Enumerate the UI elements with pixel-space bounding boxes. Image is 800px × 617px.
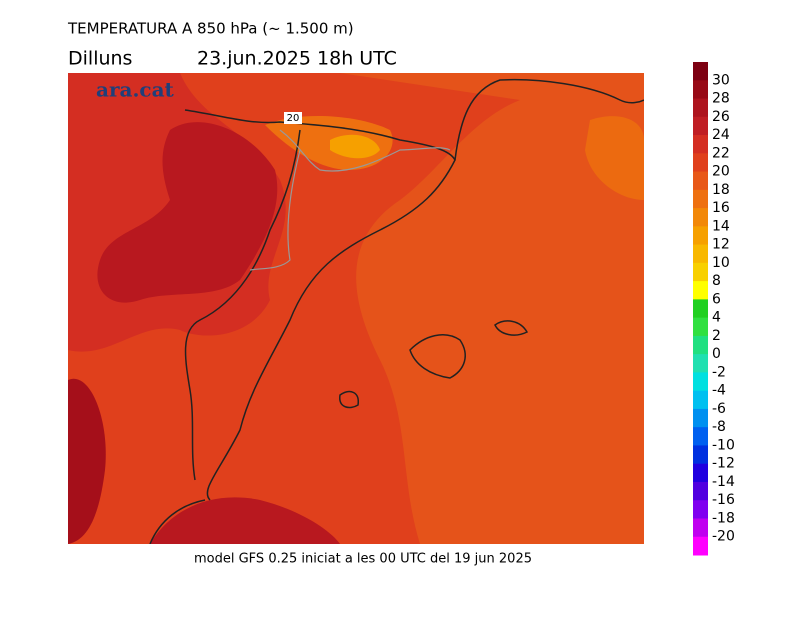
colorbar-label: -2 (712, 364, 726, 380)
color-swatch (693, 335, 708, 355)
colorbar-label: -10 (712, 437, 735, 453)
colorbar-label: -18 (712, 510, 735, 526)
colorbar-label: 4 (712, 310, 721, 326)
colorbar-label: 10 (712, 255, 730, 271)
color-swatch (693, 281, 708, 300)
colorbar-label: 20 (712, 164, 730, 180)
border (249, 129, 451, 271)
color-swatch (693, 317, 708, 337)
color-swatch (693, 518, 708, 538)
colorbar-label: -6 (712, 401, 726, 417)
colorbar-label: 30 (712, 72, 730, 88)
field-area (97, 122, 278, 303)
field-area (340, 73, 644, 544)
color-swatch (693, 153, 708, 173)
color-swatch (693, 171, 708, 191)
color-swatch (693, 481, 708, 501)
color-swatch (693, 390, 708, 410)
contour-label: 20 (287, 113, 300, 124)
colorbar-label: -16 (712, 492, 735, 508)
field-area (68, 378, 106, 544)
color-swatch (693, 536, 708, 556)
color-swatch (693, 408, 708, 428)
color-swatch (693, 98, 708, 118)
colorbar-label: 2 (712, 328, 721, 344)
title: TEMPERATURA A 850 hPa (~ 1.500 m) (67, 20, 354, 38)
color-swatch (693, 135, 708, 154)
map: ara.cat 20 (68, 73, 644, 544)
colorbar-label: 14 (712, 218, 730, 234)
colorbar-label: -20 (712, 529, 735, 545)
day: Dilluns (68, 48, 132, 70)
colorbar: 302826242220181614121086420-2-4-6-8-10-1… (693, 62, 735, 556)
color-swatch (693, 445, 708, 465)
color-swatch (693, 244, 708, 264)
logo: ara.cat (96, 78, 175, 102)
field-area (330, 134, 380, 159)
color-swatch (693, 463, 708, 483)
colorbar-label: 24 (712, 127, 730, 143)
color-swatch (693, 500, 708, 519)
field-area (150, 497, 340, 544)
colorbar-label: -12 (712, 456, 735, 472)
footer: model GFS 0.25 iniciat a les 00 UTC del … (194, 552, 532, 567)
color-swatch (693, 80, 708, 100)
colorbar-label: -14 (712, 474, 735, 490)
color-swatch (693, 116, 708, 136)
colorbar-label: 28 (712, 91, 730, 107)
color-swatch (693, 299, 708, 319)
colorbar-label: 26 (712, 109, 730, 125)
colorbar-label: 0 (712, 346, 721, 362)
color-swatch (693, 427, 708, 446)
color-swatch (693, 372, 708, 392)
colorbar-label: 6 (712, 291, 721, 307)
date: 23.jun.2025 18h UTC (197, 48, 397, 70)
color-swatch (693, 208, 708, 227)
colorbar-label: 18 (712, 182, 730, 198)
color-swatch (693, 62, 708, 81)
colorbar-label: -4 (712, 383, 726, 399)
contour-label-box (284, 112, 302, 124)
color-swatch (693, 189, 708, 209)
colorbar-label: 22 (712, 145, 730, 161)
colorbar-label: 16 (712, 200, 730, 216)
colorbar-label: 12 (712, 237, 730, 253)
colorbar-label: 8 (712, 273, 721, 289)
colorbar-label: -8 (712, 419, 726, 435)
color-swatch (693, 226, 708, 246)
color-swatch (693, 262, 708, 282)
field-area (585, 116, 644, 200)
color-swatch (693, 354, 708, 373)
